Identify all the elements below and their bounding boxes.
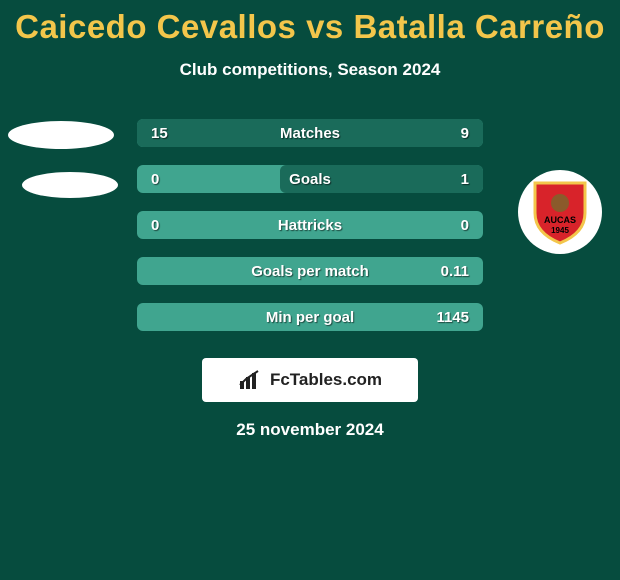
watermark-text: FcTables.com [270, 370, 382, 390]
bar-track: 0Goals1 [137, 165, 483, 193]
stats-area: AUCAS 1945 15Matches90Goals10Hattricks0G… [0, 110, 620, 340]
stat-row: 0Hattricks0 [0, 202, 620, 248]
bar-track: Goals per match0.11 [137, 257, 483, 285]
stat-label: Min per goal [137, 303, 483, 331]
stat-label: Matches [137, 119, 483, 147]
stat-label: Goals per match [137, 257, 483, 285]
stat-row: Min per goal1145 [0, 294, 620, 340]
stat-right-value: 9 [461, 119, 469, 147]
stat-right-value: 1 [461, 165, 469, 193]
bar-track: 0Hattricks0 [137, 211, 483, 239]
stat-row: 15Matches9 [0, 110, 620, 156]
date-text: 25 november 2024 [0, 420, 620, 440]
bar-track: 15Matches9 [137, 119, 483, 147]
chart-icon [238, 369, 264, 391]
stat-label: Hattricks [137, 211, 483, 239]
stat-right-value: 0 [461, 211, 469, 239]
stat-right-value: 0.11 [441, 257, 469, 285]
stat-rows: 15Matches90Goals10Hattricks0Goals per ma… [0, 110, 620, 340]
stat-row: 0Goals1 [0, 156, 620, 202]
comparison-page: Caicedo Cevallos vs Batalla Carreño Club… [0, 0, 620, 580]
page-subtitle: Club competitions, Season 2024 [0, 60, 620, 80]
watermark: FcTables.com [202, 358, 418, 402]
bar-track: Min per goal1145 [137, 303, 483, 331]
stat-label: Goals [137, 165, 483, 193]
stat-row: Goals per match0.11 [0, 248, 620, 294]
page-title: Caicedo Cevallos vs Batalla Carreño [0, 0, 620, 46]
stat-right-value: 1145 [436, 303, 469, 331]
